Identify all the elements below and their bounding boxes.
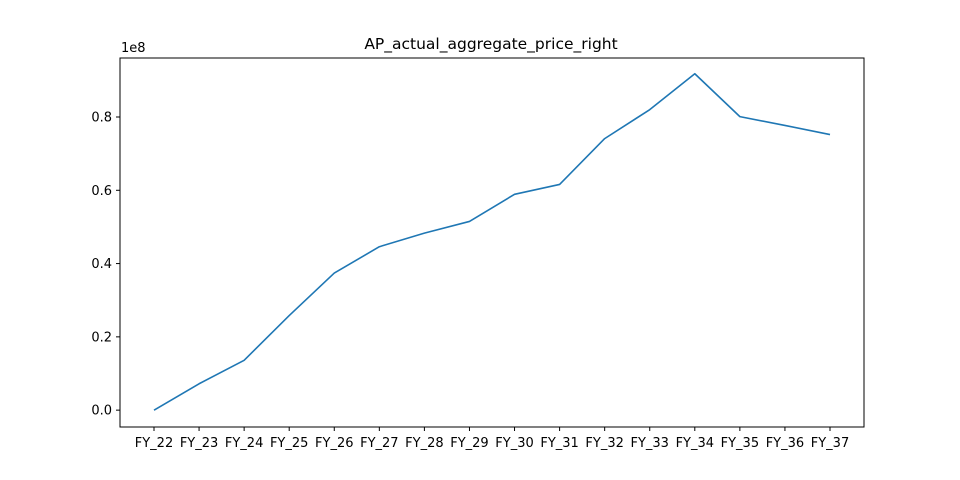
data-point-0-13 — [739, 116, 741, 118]
y-tick-label-1: 0.2 — [91, 330, 112, 345]
x-tick-label-0: FY_22 — [135, 436, 173, 451]
chart-title: AP_actual_aggregate_price_right — [364, 35, 617, 54]
x-tick-label-5: FY_27 — [360, 436, 398, 451]
x-tick-label-8: FY_30 — [495, 436, 533, 451]
data-point-0-5 — [379, 246, 381, 248]
axes-frame — [119, 57, 865, 428]
x-tick-label-14: FY_36 — [766, 436, 804, 451]
data-point-0-15 — [829, 134, 831, 136]
data-point-0-6 — [424, 232, 426, 234]
x-tick-label-13: FY_35 — [721, 436, 759, 451]
data-point-0-4 — [333, 272, 335, 274]
series-line-0 — [153, 72, 831, 411]
x-tick-label-7: FY_29 — [450, 436, 488, 451]
x-tick-label-15: FY_37 — [811, 436, 849, 451]
data-point-0-1 — [198, 383, 200, 385]
x-tick-label-12: FY_34 — [676, 436, 714, 451]
x-tick-label-2: FY_24 — [225, 436, 263, 451]
x-tick-label-9: FY_31 — [540, 436, 578, 451]
data-point-0-0 — [153, 409, 155, 411]
data-point-0-2 — [243, 360, 245, 362]
x-tick-label-1: FY_23 — [180, 436, 218, 451]
x-tick-label-10: FY_32 — [585, 436, 623, 451]
data-point-0-9 — [559, 184, 561, 186]
y-tick-label-3: 0.6 — [91, 184, 112, 199]
data-point-0-14 — [784, 125, 786, 127]
data-point-0-12 — [694, 73, 696, 75]
y-axis-offset-label: 1e8 — [121, 41, 146, 56]
data-point-0-11 — [649, 109, 651, 111]
x-tick-label-4: FY_26 — [315, 436, 353, 451]
plot-area: 0.0 0.2 0.4 0.6 0.8 FY_22 FY_23 FY_24 FY_25 FY_26… — [91, 57, 865, 451]
data-point-0-10 — [604, 138, 606, 140]
y-tick-label-2: 0.4 — [91, 257, 112, 272]
x-tick-label-3: FY_25 — [270, 436, 308, 451]
x-tick-label-11: FY_33 — [630, 436, 668, 451]
data-point-0-8 — [514, 194, 516, 196]
data-point-0-3 — [288, 315, 290, 317]
data-point-0-7 — [469, 221, 471, 223]
y-tick-label-0: 0.0 — [91, 404, 112, 419]
y-tick-label-4: 0.8 — [91, 110, 112, 125]
x-tick-label-6: FY_28 — [405, 436, 443, 451]
